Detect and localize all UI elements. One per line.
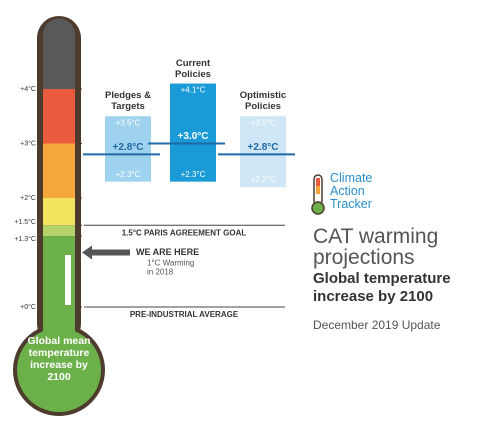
logo-line: Climate	[330, 171, 373, 185]
tube-top	[43, 18, 75, 35]
range-bar	[240, 116, 286, 188]
logo-icon	[311, 174, 325, 215]
reference-label: 1.5°C PARIS AGREEMENT GOAL	[122, 228, 247, 237]
here-note: 1°C Warming	[147, 259, 194, 268]
band-extension	[43, 307, 75, 347]
temperature-band	[43, 225, 75, 237]
thermometer-bulb	[17, 328, 101, 412]
range-bar	[105, 116, 151, 182]
logo-bulb	[311, 201, 325, 215]
y-tick-label: +3°C	[20, 139, 36, 147]
logo-text: Climate Action Tracker	[330, 172, 372, 211]
logo-line: Tracker	[330, 197, 372, 211]
temperature-band	[43, 143, 75, 198]
here-label: WE ARE HERE	[136, 247, 199, 257]
subtitle: Global temperature increase by 2100	[313, 270, 451, 305]
mid-label: +2.8°C	[113, 142, 144, 153]
y-tick-label: +4°C	[20, 85, 36, 93]
y-tick-label: +2°C	[20, 194, 36, 202]
mid-label: +2.8°C	[248, 142, 279, 153]
mercury-highlight	[65, 255, 71, 305]
y-tick-label: +0°C	[20, 303, 36, 311]
high-label: +3.5°C	[251, 118, 276, 127]
reference-label: PRE-INDUSTRIAL AVERAGE	[130, 310, 239, 319]
here-arrow	[82, 245, 130, 260]
series-name: Optimistic Policies	[239, 90, 287, 113]
low-label: +2.3°C	[181, 170, 206, 179]
low-label: +2.2°C	[251, 175, 276, 184]
logo-red	[316, 178, 320, 186]
range-bar	[170, 83, 216, 182]
low-label: +2.3°C	[116, 170, 141, 179]
temperature-band	[43, 198, 75, 226]
temperature-band	[43, 89, 75, 144]
logo-line: Action	[330, 184, 365, 198]
high-label: +4.1°C	[181, 86, 206, 95]
temperature-band	[43, 34, 75, 89]
high-label: +3.5°C	[116, 118, 141, 127]
bulb-label: Global mean temperature increase by 2100	[27, 335, 91, 383]
note: December 2019 Update	[313, 318, 441, 332]
y-tick-label: +1.5°C	[14, 218, 36, 226]
here-note: in 2018	[147, 268, 174, 277]
y-tick-label: +1.3°C	[14, 235, 36, 243]
series-name: Pledges & Targets	[105, 90, 151, 113]
logo-orange	[316, 186, 320, 194]
title: CAT warming projections	[313, 225, 439, 269]
mid-label: +3.0°C	[178, 131, 209, 142]
series-name: Current Policies	[175, 57, 211, 80]
